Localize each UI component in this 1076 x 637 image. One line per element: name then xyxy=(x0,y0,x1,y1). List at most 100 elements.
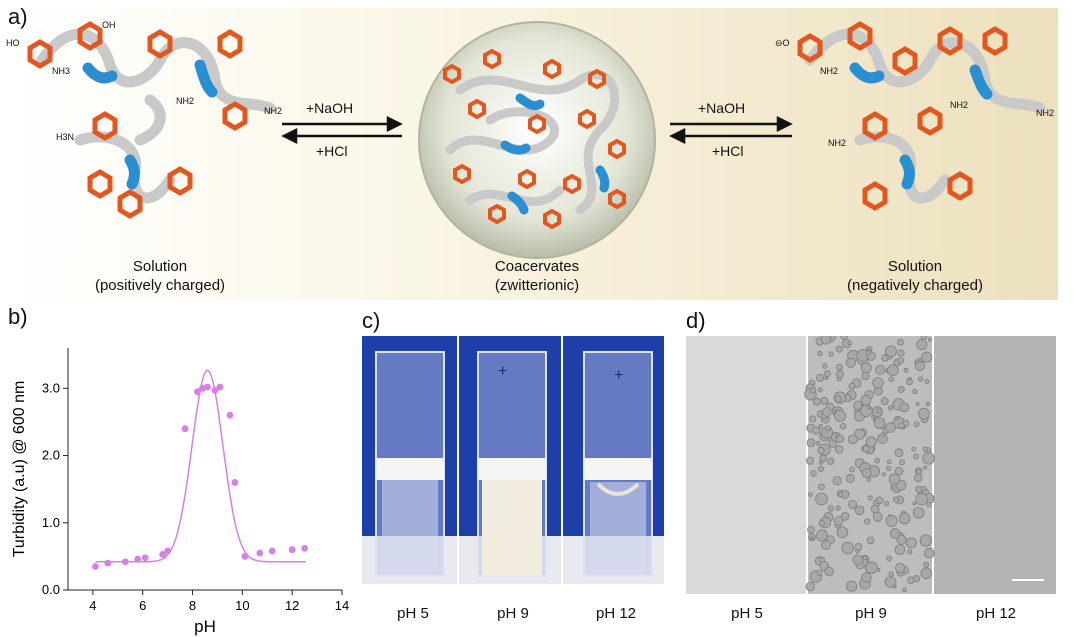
phenol-rings-left xyxy=(27,21,248,219)
droplet xyxy=(916,339,928,351)
chem-label: NH2 xyxy=(950,100,969,110)
droplet xyxy=(894,544,906,556)
arrow-label-hcl-left: +HCl xyxy=(316,143,348,159)
droplet xyxy=(861,371,870,381)
equilibrium-arrows-right xyxy=(669,115,793,145)
droplet xyxy=(922,452,935,465)
droplet xyxy=(923,465,928,470)
droplet xyxy=(815,529,828,542)
droplet xyxy=(848,499,858,509)
droplet xyxy=(839,423,847,430)
droplet xyxy=(922,446,928,452)
droplet xyxy=(822,407,832,417)
droplet xyxy=(817,483,825,491)
droplet xyxy=(923,561,930,568)
droplet xyxy=(897,338,904,346)
droplet xyxy=(835,505,841,511)
droplet xyxy=(821,540,831,551)
droplet xyxy=(860,404,873,418)
droplet xyxy=(841,541,855,555)
droplet xyxy=(818,424,824,429)
droplet xyxy=(915,401,920,406)
droplet xyxy=(892,584,897,589)
droplet xyxy=(822,363,828,369)
droplet xyxy=(809,415,817,423)
droplet xyxy=(927,337,932,342)
chem-label: ⊖O xyxy=(775,38,790,48)
droplet xyxy=(847,434,858,445)
droplet xyxy=(864,518,871,525)
caption-left: Solution (positively charged) xyxy=(60,257,260,295)
droplet xyxy=(906,378,914,386)
droplet xyxy=(836,526,849,539)
droplet xyxy=(894,448,904,458)
droplet xyxy=(885,422,896,433)
droplet xyxy=(921,351,933,363)
droplet xyxy=(867,495,873,501)
equilibrium-arrows-left xyxy=(281,115,403,145)
droplet xyxy=(819,556,826,563)
droplet xyxy=(817,387,823,393)
panel-label-c: c) xyxy=(362,308,381,333)
droplet xyxy=(890,486,895,491)
droplet xyxy=(912,501,917,506)
droplet xyxy=(926,502,932,508)
droplet xyxy=(914,360,925,372)
caption-center-line2: (zwitterionic) xyxy=(494,277,580,294)
droplet xyxy=(894,415,899,420)
droplet xyxy=(894,466,904,476)
droplet xyxy=(846,580,858,592)
photo-caption-ph9: pH 9 xyxy=(497,605,529,622)
caption-left-line1: Solution xyxy=(132,258,188,275)
x-tick-label: 4 xyxy=(89,598,96,613)
droplet xyxy=(819,454,827,463)
chem-label: NH2 xyxy=(264,106,283,116)
polymer-left xyxy=(36,28,276,204)
data-point xyxy=(226,411,234,419)
micrograph-ph12 xyxy=(934,336,1056,594)
x-axis-label: pH xyxy=(194,617,216,636)
droplet xyxy=(897,357,905,364)
droplet xyxy=(872,511,883,522)
droplet xyxy=(848,382,856,390)
droplet xyxy=(849,466,855,473)
arrow-label-naoh-left: +NaOH xyxy=(306,100,354,116)
cuvette-ph12: + xyxy=(583,351,653,577)
droplet xyxy=(816,570,823,577)
droplet xyxy=(896,534,907,545)
droplet xyxy=(812,397,821,406)
droplet xyxy=(819,460,824,465)
droplet xyxy=(862,445,870,453)
droplet xyxy=(870,504,880,514)
droplet xyxy=(865,350,871,356)
data-point xyxy=(231,479,239,486)
droplet xyxy=(854,543,863,551)
droplet xyxy=(853,400,863,410)
droplet xyxy=(861,572,872,583)
droplet xyxy=(885,465,892,472)
droplet xyxy=(880,397,889,406)
micro-caption-ph12: pH 12 xyxy=(975,605,1017,622)
droplet xyxy=(884,345,897,358)
coacervate-droplets xyxy=(804,336,935,593)
micrograph-panel xyxy=(686,336,1056,594)
droplet xyxy=(889,528,901,539)
droplet xyxy=(881,354,889,362)
arrow-label-naoh-right: +NaOH xyxy=(698,100,746,116)
chem-label: NH2 xyxy=(820,66,839,76)
droplet xyxy=(810,470,817,477)
fit-curve xyxy=(95,369,306,563)
droplet xyxy=(912,507,925,519)
chem-label: NH2 xyxy=(828,138,847,148)
droplet xyxy=(823,370,831,378)
droplet xyxy=(834,516,844,526)
droplet xyxy=(809,536,814,541)
droplet xyxy=(865,436,877,448)
droplet xyxy=(887,405,894,411)
droplet xyxy=(817,446,825,455)
droplet xyxy=(866,536,875,545)
droplet xyxy=(834,395,842,403)
droplet xyxy=(907,549,913,555)
caption-right-line2: (negatively charged) xyxy=(847,277,983,294)
caption-right: Solution (negatively charged) xyxy=(815,257,1015,295)
